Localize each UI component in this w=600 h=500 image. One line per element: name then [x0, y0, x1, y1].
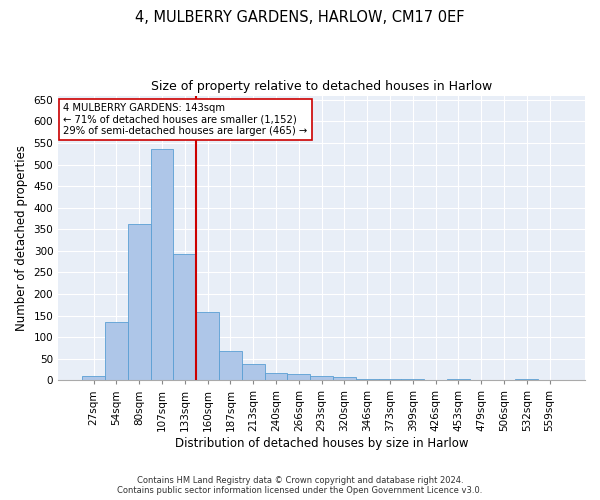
Title: Size of property relative to detached houses in Harlow: Size of property relative to detached ho…: [151, 80, 492, 93]
Bar: [401, 379, 424, 380]
Y-axis label: Number of detached properties: Number of detached properties: [15, 145, 28, 331]
Bar: [173, 254, 196, 380]
Bar: [242, 364, 265, 380]
Bar: [310, 376, 333, 380]
Bar: [356, 379, 379, 380]
Bar: [151, 148, 173, 380]
Bar: [333, 378, 356, 380]
Bar: [219, 352, 242, 380]
X-axis label: Distribution of detached houses by size in Harlow: Distribution of detached houses by size …: [175, 437, 469, 450]
Bar: [379, 379, 401, 380]
Bar: [287, 374, 310, 380]
Text: 4, MULBERRY GARDENS, HARLOW, CM17 0EF: 4, MULBERRY GARDENS, HARLOW, CM17 0EF: [135, 10, 465, 25]
Bar: [265, 372, 287, 380]
Bar: [82, 376, 105, 380]
Bar: [196, 312, 219, 380]
Text: Contains HM Land Registry data © Crown copyright and database right 2024.
Contai: Contains HM Land Registry data © Crown c…: [118, 476, 482, 495]
Bar: [105, 322, 128, 380]
Bar: [515, 379, 538, 380]
Text: 4 MULBERRY GARDENS: 143sqm
← 71% of detached houses are smaller (1,152)
29% of s: 4 MULBERRY GARDENS: 143sqm ← 71% of deta…: [64, 102, 308, 136]
Bar: [128, 224, 151, 380]
Bar: [447, 379, 470, 380]
